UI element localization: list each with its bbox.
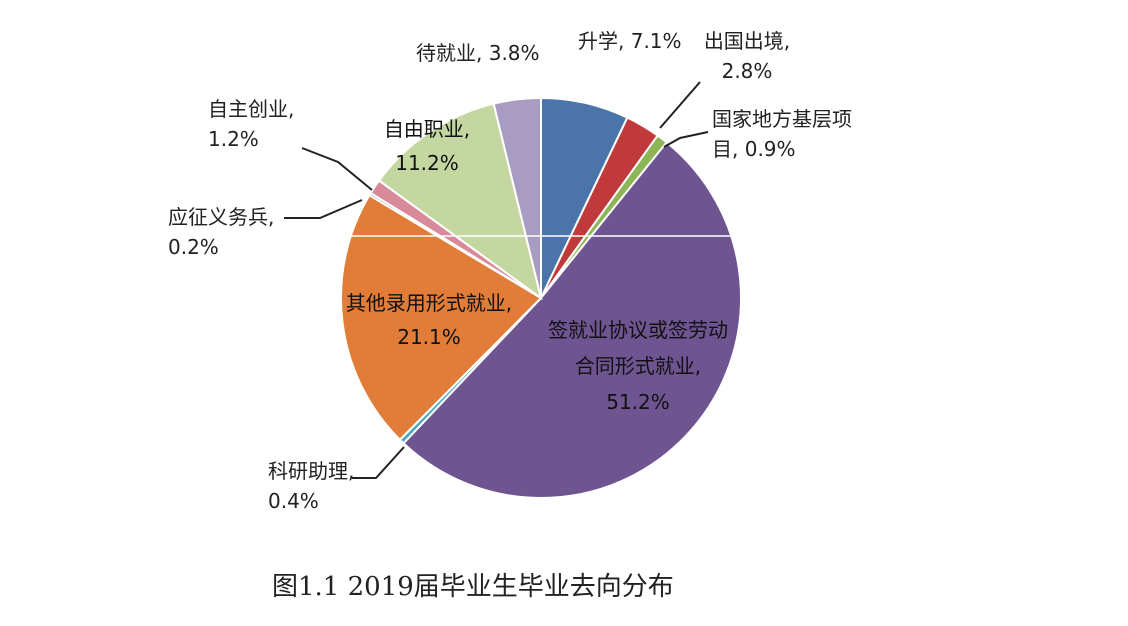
label-qianyue: 签就业协议或签劳动合同形式就业, 51.2% [548,318,728,414]
label-daijiuye: 待就业, 3.8% [416,41,540,65]
leader-yingzheng [284,199,363,219]
pie-slice-9 [492,96,542,299]
chart-caption: 图1.1 2019届毕业生毕业去向分布 [272,572,674,602]
pie-slice-3 [402,140,742,499]
pie-slice-8 [377,102,543,301]
label-keyan: 科研助理, 0.4% [268,459,355,513]
leader-jiceng [663,131,709,148]
leader-chuguo [659,81,701,129]
label-shengxue: 升学, 7.1% [578,29,682,53]
label-zizhu: 自主创业, 1.2% [208,97,295,151]
label-qita: 其他录用形式就业, 21.1% [345,291,513,349]
label-ziyou: 自由职业, 11.2% [383,117,471,175]
label-chuguo: 出国出境, 2.8% [703,29,791,83]
pie-slice-5 [340,193,543,442]
label-yingzheng: 应征义务兵, 0.2% [168,205,275,259]
leader-zizhu [301,147,373,191]
leader-keyan [352,446,405,479]
label-jiceng: 国家地方基层项目, 0.9% [712,107,852,161]
